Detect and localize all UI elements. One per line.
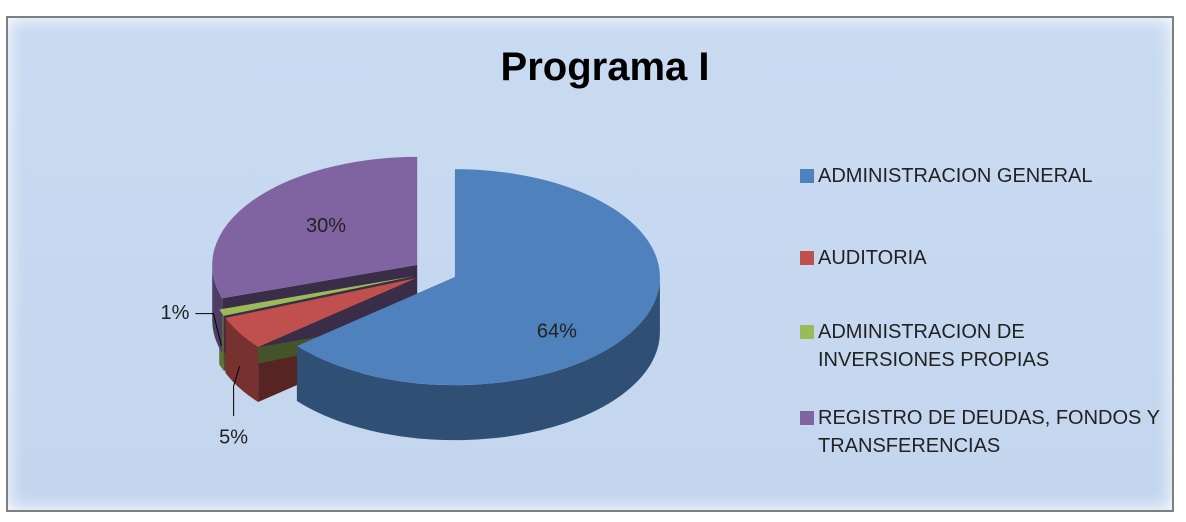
legend-label: AUDITORIA (818, 247, 927, 269)
legend-label: ADMINISTRACION DE INVERSIONES PROPIAS (818, 321, 1050, 371)
slice (225, 278, 417, 348)
legend-swatch (800, 251, 814, 265)
leader-line (233, 365, 241, 417)
legend-label: REGISTRO DE DEUDAS, FONDOS Y TRANSFERENC… (818, 407, 1160, 457)
legend-swatch (800, 411, 814, 425)
legend-swatch (800, 169, 814, 183)
legend-item: ADMINISTRACION DE INVERSIONES PROPIAS (800, 318, 1160, 374)
slice (296, 169, 660, 386)
legend-item: AUDITORIA (800, 244, 1160, 272)
slice (212, 156, 418, 299)
legend-item: REGISTRO DE DEUDAS, FONDOS Y TRANSFERENC… (800, 404, 1160, 460)
data-label: 30% (306, 215, 346, 237)
slice-side (212, 264, 223, 354)
leader-line (195, 313, 222, 346)
data-label: 1% (161, 302, 190, 324)
slice (219, 276, 415, 316)
chart-title: Programa I (501, 45, 710, 89)
legend-label: ADMINISTRACION GENERAL (818, 165, 1093, 187)
slice-side (296, 277, 660, 441)
legend-swatch (800, 325, 814, 339)
data-label: 5% (219, 426, 248, 448)
data-label: 64% (537, 321, 577, 343)
slice-side (225, 317, 259, 403)
legend-item: ADMINISTRACION GENERAL (800, 162, 1160, 190)
